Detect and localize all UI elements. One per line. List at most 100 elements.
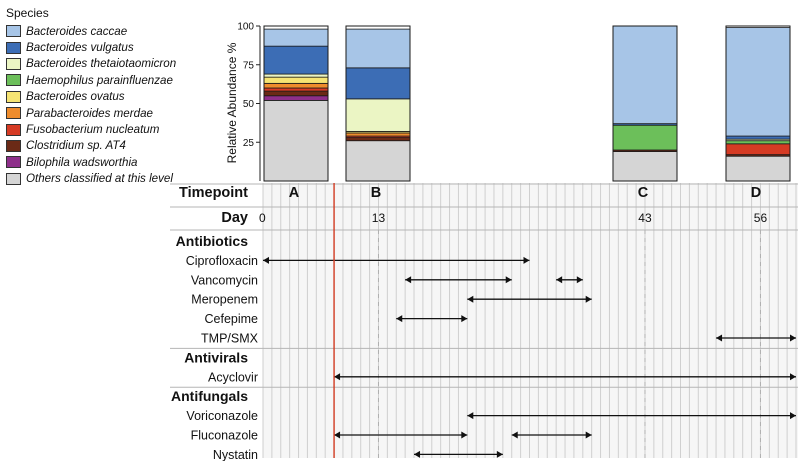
legend-item: Fusobacterium nucleatum: [6, 121, 256, 137]
y-tick-label: 100: [237, 22, 254, 33]
bar-segment: [263, 45, 329, 75]
treatment-group-label: Antibiotics: [176, 233, 249, 249]
bar-segment: [725, 140, 791, 145]
bar-outline: [345, 25, 411, 182]
drug-label: Meropenem: [191, 293, 258, 307]
period-start-arrow: [396, 315, 403, 323]
bar-segment: [263, 95, 329, 101]
bar-segment: [263, 28, 329, 47]
legend-swatch: [6, 41, 21, 54]
legend-label: Clostridium sp. AT4: [26, 139, 126, 153]
bar-segment: [612, 151, 678, 182]
period-end-arrow: [461, 315, 468, 323]
legend-swatch: [6, 156, 21, 169]
period-start-arrow: [405, 276, 412, 284]
legend-swatch: [6, 74, 21, 87]
period-start-arrow: [334, 373, 341, 381]
stacked-bars: [263, 25, 791, 182]
legend-swatch: [6, 90, 21, 103]
period-end-arrow: [505, 276, 512, 284]
y-tick-label: 50: [243, 99, 255, 110]
bar-segment: [725, 143, 791, 156]
legend-item: Others classified at this level: [6, 171, 256, 187]
period-start-arrow: [414, 450, 421, 458]
legend-item: Bacteroides vulgatus: [6, 39, 256, 55]
legend-item: Bacteroides caccae: [6, 23, 256, 39]
legend-label: Bilophila wadsworthia: [26, 155, 138, 169]
legend-swatch: [6, 25, 21, 38]
legend-label: Bacteroides vulgatus: [26, 41, 134, 55]
period-end-arrow: [461, 431, 468, 439]
treatment-group-label: Antifungals: [171, 388, 248, 404]
row-labels: Timepoint Day A B C D 0 13 43 56: [179, 185, 767, 226]
treatment-group-label: Antivirals: [184, 349, 248, 365]
legend-swatch: [6, 123, 21, 136]
period-start-arrow: [467, 295, 474, 303]
legend-label: Fusobacterium nucleatum: [26, 123, 160, 137]
day-gridlines: [170, 183, 798, 458]
drug-label: Ciprofloxacin: [186, 254, 258, 268]
timepoint-label: B: [371, 185, 381, 201]
period-end-arrow: [585, 295, 592, 303]
legend-item: Bacteroides ovatus: [6, 89, 256, 105]
bar-segment: [263, 100, 329, 182]
legend-item: Haemophilus parainfluenzae: [6, 72, 256, 88]
day-tick-label: 13: [372, 211, 386, 225]
drug-label: TMP/SMX: [201, 332, 259, 346]
bar-segment: [345, 137, 411, 142]
bar-segment: [612, 25, 678, 125]
period-start-arrow: [556, 276, 563, 284]
legend-title: Species: [6, 6, 49, 20]
period-start-arrow: [511, 431, 518, 439]
timepoint-row-label: Timepoint: [179, 185, 248, 201]
species-legend: Species Bacteroides caccae Bacteroides vu…: [6, 6, 256, 187]
bar-outline: [612, 25, 678, 182]
legend-swatch: [6, 139, 21, 152]
period-start-arrow: [716, 334, 723, 342]
bar-segment: [263, 87, 329, 92]
legend-item: Bilophila wadsworthia: [6, 154, 256, 170]
legend-label: Bacteroides caccae: [26, 24, 128, 38]
legend-label: Haemophilus parainfluenzae: [26, 73, 173, 87]
drug-label: Fluconazole: [191, 429, 258, 443]
legend-label: Parabacteroides merdae: [26, 106, 153, 120]
period-start-arrow: [263, 256, 269, 264]
drug-label: Cefepime: [205, 312, 259, 326]
y-axis-label: Relative Abundance %: [225, 42, 239, 163]
period-end-arrow: [576, 276, 583, 284]
bar-segment: [725, 27, 791, 137]
bar-segment: [345, 140, 411, 182]
period-end-arrow: [790, 373, 796, 381]
bar-segment: [263, 76, 329, 84]
bar-segment: [725, 135, 791, 140]
timepoint-label: A: [289, 185, 300, 201]
bar-segment: [345, 132, 411, 137]
bar-segment: [263, 82, 329, 89]
day-tick-label: 56: [754, 211, 768, 225]
period-end-arrow: [496, 450, 503, 458]
bar-segment: [263, 90, 329, 97]
legend-swatch: [6, 57, 21, 70]
day-row-label: Day: [221, 210, 248, 226]
legend-label: Bacteroides thetaiotaomicron: [26, 57, 177, 71]
drug-label: Voriconazole: [186, 409, 258, 423]
period-start-arrow: [334, 431, 341, 439]
day-tick-label: 0: [259, 211, 266, 225]
bar-outline: [725, 25, 791, 182]
y-tick-label: 75: [243, 60, 255, 71]
legend-item: Bacteroides thetaiotaomicron: [6, 56, 256, 72]
timepoint-label: C: [638, 185, 649, 201]
period-end-arrow: [790, 334, 796, 342]
legend-item: Clostridium sp. AT4: [6, 138, 256, 154]
legend-label: Bacteroides ovatus: [26, 90, 125, 104]
y-tick-label: 25: [243, 138, 255, 149]
bar-segment: [263, 73, 329, 78]
timepoint-label: D: [751, 185, 761, 201]
bar-segment: [345, 28, 411, 69]
period-end-arrow: [585, 431, 592, 439]
bar-segment: [345, 98, 411, 132]
legend-swatch: [6, 172, 21, 185]
bar-outline: [263, 25, 329, 182]
legend-item: Parabacteroides merdae: [6, 105, 256, 121]
